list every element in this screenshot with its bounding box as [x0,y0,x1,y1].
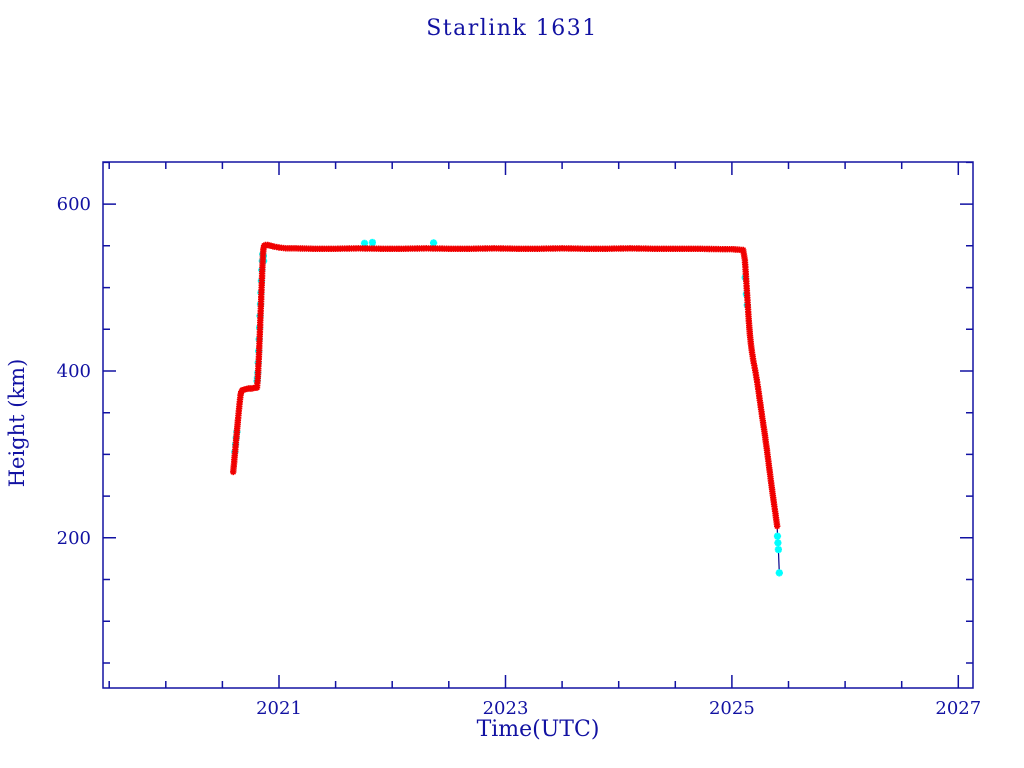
x-tick-label: 2025 [709,698,755,719]
axis-ticks [103,161,973,688]
y-tick-label: 600 [57,194,91,215]
primary-track-markers [230,241,781,530]
x-tick-label: 2023 [483,698,529,719]
plot-frame [102,161,974,689]
primary-track-line [232,244,778,527]
x-tick-label: 2021 [256,698,302,719]
x-axis-label: Time(UTC) [476,717,600,742]
y-tick-label: 200 [57,528,91,549]
secondary-track-markers [231,238,783,577]
x-tick-label: 2027 [935,698,981,719]
y-tick-label: 400 [57,361,91,382]
chart-title: Starlink 1631 [426,16,598,41]
